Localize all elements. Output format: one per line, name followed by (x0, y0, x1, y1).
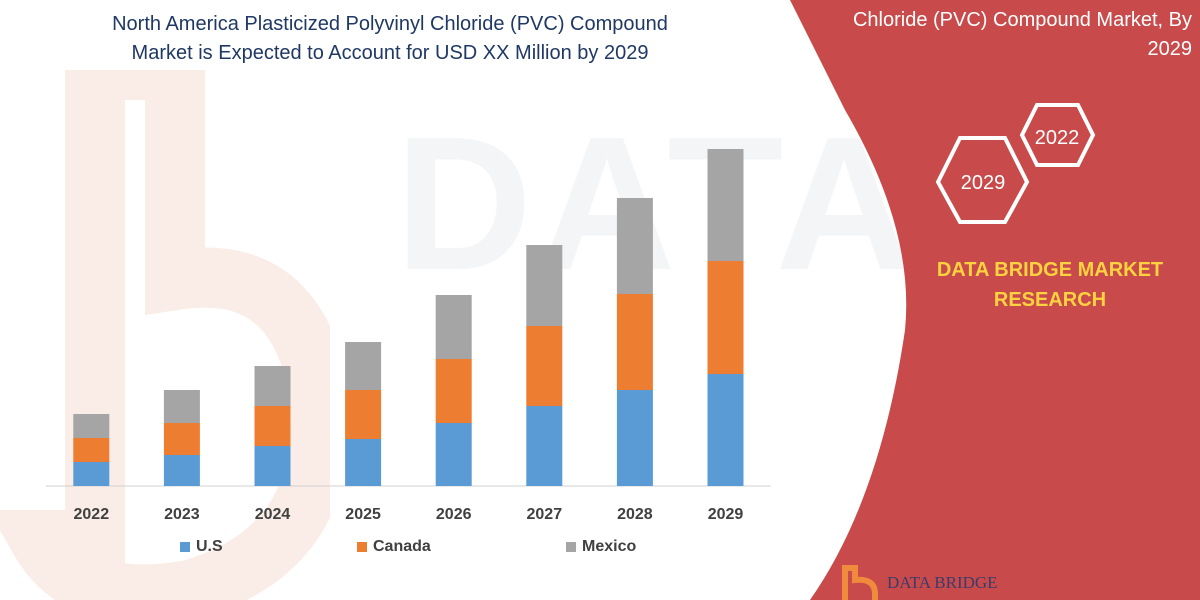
bar-2025-canada (345, 390, 382, 439)
hexagon-back-label: 2022 (1035, 127, 1080, 149)
bar-2029-canada (707, 261, 744, 374)
panel-title: Chloride (PVC) Compound Market, By 2029 (772, 6, 1192, 64)
bar-2026-canada (435, 359, 472, 423)
watermark-logo (0, 70, 330, 600)
bar-2023-canada (163, 423, 200, 455)
bar-2025-mexico (345, 342, 382, 390)
chart-title-line2: Market is Expected to Account for USD XX… (131, 42, 649, 64)
x-tick-label: 2022 (74, 506, 110, 523)
bar-2028-us (616, 390, 653, 486)
bar-2023-mexico (163, 390, 200, 423)
bottom-logo: DATA BRIDGE (842, 565, 998, 600)
bar-2024-us (254, 446, 291, 486)
bar-2026-mexico (435, 295, 472, 359)
bar-2022-canada (73, 438, 110, 462)
x-tick-label: 2028 (617, 506, 653, 523)
legend-item: Canada (357, 538, 431, 556)
brand-line1: DATA BRIDGE MARKET (936, 259, 1164, 281)
bar-2027-us (526, 406, 563, 486)
legend-swatch (180, 542, 190, 552)
legend-label: Mexico (582, 538, 637, 555)
x-tick-label: 2024 (255, 506, 291, 523)
bar-2025-us (345, 439, 382, 486)
hexagon-back (1019, 103, 1096, 167)
x-tick-labels: 2022 2023 2024 2025 2026 2027 2028 2029 (74, 506, 744, 523)
x-tick-label: 2027 (527, 506, 563, 523)
year-hexagons: 2022 2029 (935, 103, 1096, 224)
chart-title-line1: North America Plasticized Polyvinyl Chlo… (112, 13, 668, 35)
bar-2029-us (707, 374, 744, 486)
legend: U.S Canada Mexico (0, 538, 780, 564)
legend-label: Canada (373, 538, 431, 555)
bar-2024-mexico (254, 366, 291, 406)
legend-swatch (357, 542, 367, 552)
bar-2026-us (435, 423, 472, 486)
bar-2029-mexico (707, 149, 744, 261)
legend-item: U.S (180, 538, 223, 556)
legend-label: U.S (196, 538, 223, 555)
bar-2028-mexico (616, 198, 653, 294)
bars-group (73, 149, 744, 486)
x-tick-label: 2029 (708, 506, 744, 523)
x-tick-label: 2025 (345, 506, 381, 523)
bar-2022-us (73, 462, 110, 486)
brand-line2: RESEARCH (993, 289, 1107, 311)
bar-2023-us (163, 455, 200, 486)
bar-2028-canada (616, 294, 653, 390)
logo-text: DATA BRIDGE (887, 573, 998, 592)
bar-2024-canada (254, 406, 291, 446)
legend-swatch (566, 542, 576, 552)
panel-title-line1: Chloride (PVC) Compound Market, By (852, 9, 1192, 31)
stacked-bar-chart: 2022 2023 2024 2025 2026 2027 2028 2029 (46, 149, 771, 523)
legend-item: Mexico (566, 538, 636, 556)
x-tick-label: 2023 (164, 506, 200, 523)
panel-title-line2: 2029 (1147, 38, 1193, 60)
brand-name: DATA BRIDGE MARKET RESEARCH (910, 255, 1190, 315)
chart-title: North America Plasticized Polyvinyl Chlo… (40, 10, 740, 68)
hexagon-front-label: 2029 (961, 172, 1006, 194)
bar-2027-mexico (526, 245, 563, 326)
bar-2022-mexico (73, 414, 110, 438)
x-tick-label: 2026 (436, 506, 472, 523)
logo-mark-icon (842, 565, 878, 600)
hexagon-front (935, 136, 1030, 224)
bar-2027-canada (526, 326, 563, 406)
